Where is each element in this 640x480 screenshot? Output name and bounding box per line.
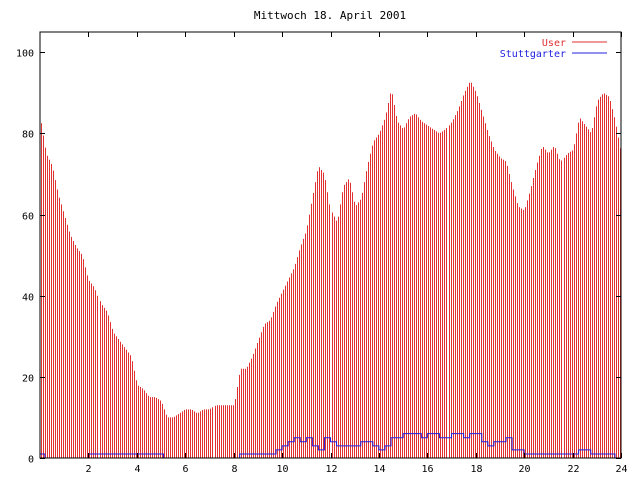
x-tick-label-3: 8 (231, 464, 237, 475)
y-tick-label-1: 20 (22, 374, 34, 385)
y-tick-label-3: 60 (22, 212, 34, 223)
y-tick-label-0: 0 (28, 455, 34, 466)
y-tick-label-4: 80 (22, 130, 34, 141)
plot-frame (39, 31, 622, 459)
x-tick-label-5: 12 (325, 464, 337, 475)
legend-label-stuttgarter: Stuttgarter (500, 49, 566, 60)
bars-layer (41, 82, 621, 458)
legend: User Stuttgarter (500, 38, 607, 60)
x-tick-label-6: 14 (373, 464, 385, 475)
x-tick-label-0: 2 (85, 464, 91, 475)
y-tick-label-2: 40 (22, 293, 34, 304)
y-tick-label-5: 100 (16, 49, 34, 60)
x-tick-label-11: 24 (615, 464, 627, 475)
x-tick-label-4: 10 (276, 464, 288, 475)
x-tick-label-7: 16 (421, 464, 433, 475)
x-tick-label-10: 22 (567, 464, 579, 475)
x-tick-label-9: 20 (518, 464, 530, 475)
x-tick-label-8: 18 (470, 464, 482, 475)
x-tick-label-2: 6 (182, 464, 188, 475)
x-tick-label-1: 4 (134, 464, 140, 475)
chart-title: Mittwoch 18. April 2001 (254, 9, 406, 22)
legend-label-user: User (542, 38, 566, 49)
